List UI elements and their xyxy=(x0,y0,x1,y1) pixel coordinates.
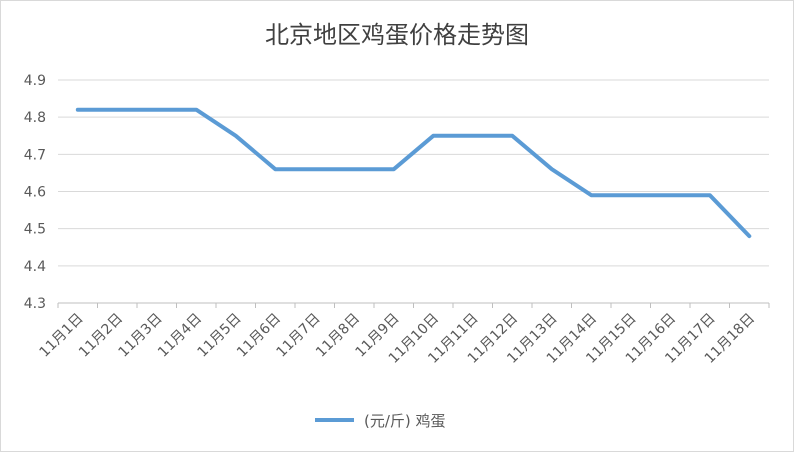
legend-label: (元/斤) 鸡蛋 xyxy=(364,412,446,430)
x-axis: 11月1日11月2日11月3日11月4日11月5日11月6日11月7日11月8日… xyxy=(37,302,770,367)
series-layer xyxy=(75,107,752,239)
y-tick-label: 4.3 xyxy=(24,296,46,312)
y-tick-label: 4.4 xyxy=(24,259,46,275)
y-tick-label: 4.6 xyxy=(24,185,46,201)
y-tick-label: 4.7 xyxy=(24,147,46,163)
y-axis-ticks: 4.3 4.4 4.5 4.6 4.7 4.8 4.9 xyxy=(24,73,46,312)
legend: (元/斤) 鸡蛋 xyxy=(315,412,446,430)
series-line xyxy=(75,107,752,239)
y-tick-label: 4.5 xyxy=(24,222,46,238)
y-tick-label: 4.9 xyxy=(24,73,46,89)
y-tick-label: 4.8 xyxy=(24,110,46,126)
gridlines xyxy=(58,79,769,267)
chart-title: 北京地区鸡蛋价格走势图 xyxy=(265,21,529,49)
